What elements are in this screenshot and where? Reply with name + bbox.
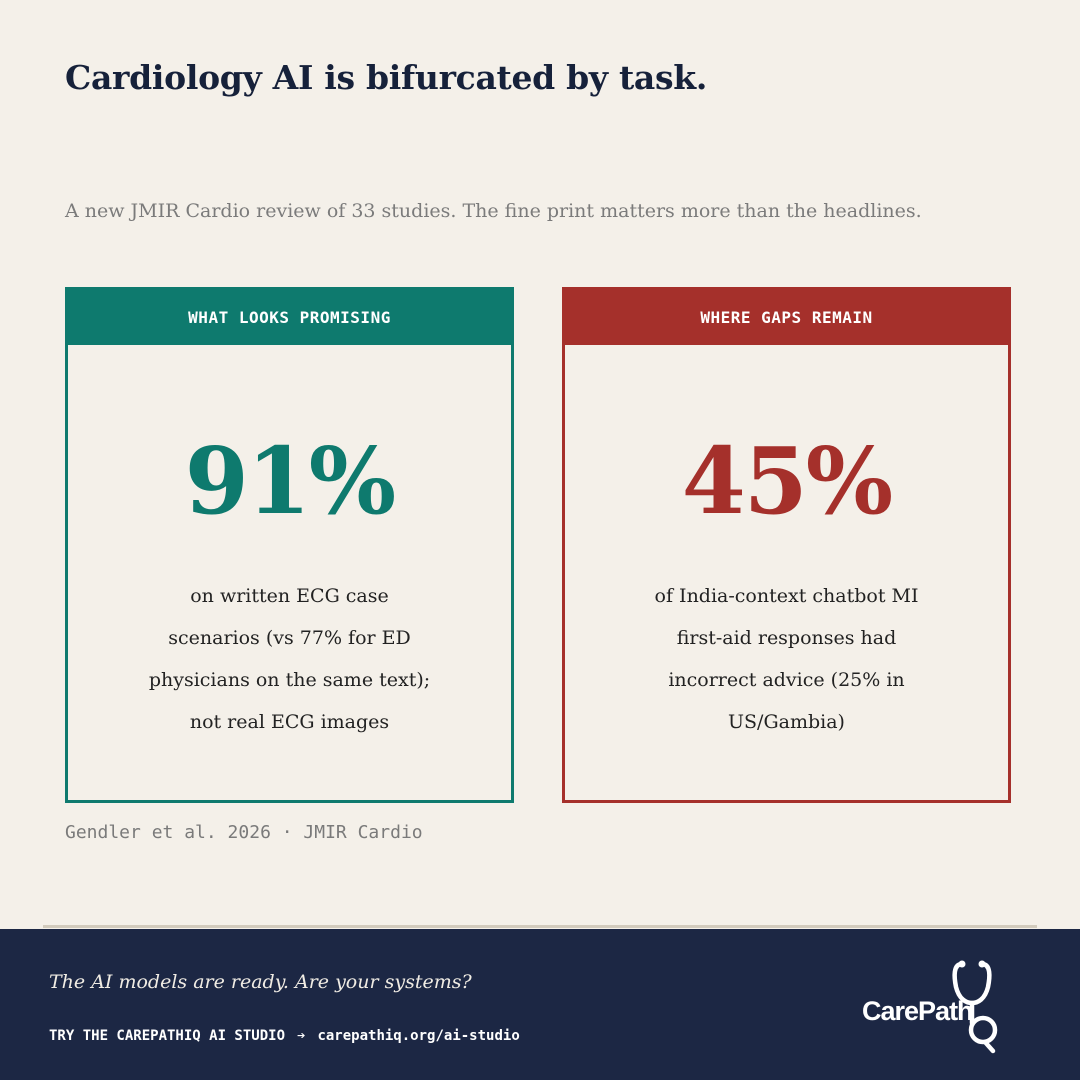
gaps-card-header: WHERE GAPS REMAIN: [565, 290, 1008, 345]
promising-description: on written ECG case scenarios (vs 77% fo…: [148, 585, 431, 733]
promising-card: WHAT LOOKS PROMISING 91% on written ECG …: [65, 287, 514, 803]
gaps-description: of India-context chatbot MI first-aid re…: [654, 585, 919, 733]
carepathiq-logo: CarePath: [862, 959, 1012, 1054]
citation: Gendler et al. 2026 · JMIR Cardio: [65, 822, 423, 843]
divider: [43, 925, 1037, 928]
gaps-card: WHERE GAPS REMAIN 45% of India-context c…: [562, 287, 1011, 803]
cta-url[interactable]: carepathiq.org/ai-studio: [317, 1028, 520, 1044]
brand-text: CarePath: [862, 996, 974, 1026]
footer: The AI models are ready. Are your system…: [0, 929, 1080, 1080]
page-title: Cardiology AI is bifurcated by task.: [65, 58, 708, 97]
page-subtitle: A new JMIR Cardio review of 33 studies. …: [65, 200, 922, 222]
cta-link[interactable]: TRY THE CAREPATHIQ AI STUDIO ➔ carepathiq.…: [49, 1028, 520, 1044]
arrow-icon: ➔: [297, 1028, 306, 1044]
stethoscope-icon: [952, 960, 998, 1054]
cta-label: TRY THE CAREPATHIQ AI STUDIO: [49, 1028, 286, 1044]
footer-tagline: The AI models are ready. Are your system…: [49, 971, 472, 993]
promising-stat: 91%: [184, 427, 396, 535]
promising-card-header: WHAT LOOKS PROMISING: [68, 290, 511, 345]
gaps-stat: 45%: [681, 427, 893, 535]
